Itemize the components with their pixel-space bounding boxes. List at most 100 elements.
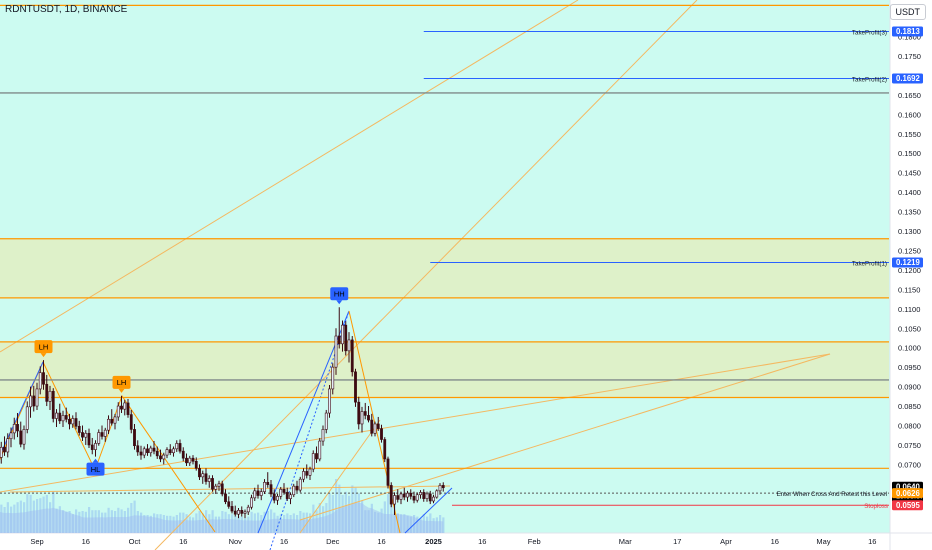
time-tick-label: 16	[478, 537, 486, 546]
volume-average-area	[0, 502, 444, 533]
price-label-text: 0.0640	[896, 482, 921, 491]
volume-bar	[344, 491, 347, 533]
trendlines-layer	[0, 0, 831, 550]
candle-body	[315, 453, 318, 460]
volume-bar	[140, 512, 143, 533]
currency-button[interactable]: USDT	[889, 4, 926, 20]
candle-body	[113, 416, 117, 424]
time-tick-label: Feb	[528, 537, 541, 546]
volume-bar	[195, 513, 198, 533]
candle-body	[61, 415, 65, 422]
volume-bar	[416, 516, 419, 533]
candle-body	[295, 485, 299, 491]
volume-bar	[244, 518, 247, 533]
trendline-orange[interactable]	[299, 353, 831, 521]
candle-body	[230, 506, 234, 512]
volume-bar	[29, 495, 32, 533]
volume-bar	[188, 516, 191, 533]
volume-bar	[162, 515, 165, 533]
swing-marker-label: LH	[117, 378, 127, 387]
candle-body	[126, 402, 130, 415]
swing-marker[interactable]: HH	[330, 287, 349, 305]
trendline-orange[interactable]	[9, 485, 451, 493]
volume-bar	[315, 510, 318, 533]
volume-bar	[432, 518, 435, 533]
candle-body	[438, 485, 442, 492]
swing-marker[interactable]: LH	[34, 340, 53, 358]
zigzag-line[interactable]	[299, 419, 381, 534]
volume-bar	[292, 513, 295, 533]
candle-body	[324, 412, 328, 430]
time-tick-label: 16	[82, 537, 90, 546]
zigzag-line[interactable]	[404, 487, 453, 534]
price-label-text: 0.1219	[896, 258, 921, 267]
symbol-title[interactable]: RDNTUSDT, 1D, BINANCE	[5, 4, 128, 15]
candle-body	[250, 497, 253, 508]
volume-bar	[88, 507, 91, 533]
price-label-text: 0.0595	[896, 501, 921, 510]
volume-bar	[123, 511, 126, 533]
volume-bar	[331, 495, 334, 533]
volume-bar	[289, 515, 292, 533]
volume-bar	[383, 501, 386, 533]
volume-bar	[422, 514, 425, 533]
candle-body	[272, 493, 276, 501]
candle-body	[220, 483, 224, 495]
candle-body	[328, 388, 331, 414]
volume-bar	[338, 484, 341, 533]
volume-bar	[120, 509, 123, 533]
candle-body	[396, 495, 400, 500]
price-label-text: 0.1692	[896, 74, 921, 83]
candle-body	[211, 478, 214, 490]
volume-bar	[185, 514, 188, 533]
candle-body	[107, 418, 110, 431]
volume-bar	[400, 514, 403, 533]
price-labels-layer: 0.18130.16920.12190.064019:03:070.06260.…	[892, 26, 924, 511]
candle-body	[344, 324, 348, 352]
price-tick-label: 0.0750	[898, 441, 921, 450]
volume-bar	[175, 515, 178, 533]
swing-marker-label: HH	[334, 290, 345, 299]
price-tick-label: 0.1600	[898, 110, 921, 119]
trendline-orange[interactable]	[154, 0, 698, 550]
candle-body	[77, 425, 81, 433]
volume-bar	[169, 515, 172, 533]
candle-body	[243, 511, 247, 514]
volume-bar	[322, 506, 325, 533]
candle-body	[217, 483, 221, 487]
swing-marker-box	[112, 375, 131, 389]
volume-bar	[370, 503, 373, 533]
swing-marker[interactable]: LH	[112, 375, 131, 393]
zones-layer	[0, 238, 889, 398]
swing-marker-pointer	[92, 458, 99, 463]
candle-body	[357, 401, 361, 425]
candle-body	[441, 485, 445, 489]
candle-body	[181, 450, 185, 459]
volume-bar	[325, 503, 328, 533]
time-tick-label: Nov	[229, 537, 243, 546]
candle-body	[103, 429, 107, 437]
candle-body	[204, 473, 208, 482]
time-axis-background[interactable]	[0, 533, 932, 550]
swing-marker[interactable]: HL	[86, 458, 105, 476]
time-tick-label: 16	[771, 537, 779, 546]
volume-bar	[351, 485, 354, 533]
volume-layer	[0, 479, 445, 533]
price-tick-label: 0.1250	[898, 246, 921, 255]
swing-marker-pointer	[118, 388, 125, 393]
candle-body	[19, 430, 23, 445]
volume-bar	[218, 516, 221, 533]
volume-bar	[257, 512, 260, 533]
candle-body	[9, 432, 13, 440]
price-tick-label: 0.1150	[898, 285, 920, 294]
candle-body	[12, 424, 16, 434]
candle-body	[285, 492, 289, 499]
trendline-orange[interactable]	[0, 353, 831, 493]
candle-body	[133, 429, 136, 447]
candle-body	[363, 411, 367, 416]
candle-body	[51, 390, 55, 419]
trendline-orange[interactable]	[0, 0, 579, 353]
volume-bar	[309, 513, 312, 533]
candle-body	[393, 495, 396, 505]
